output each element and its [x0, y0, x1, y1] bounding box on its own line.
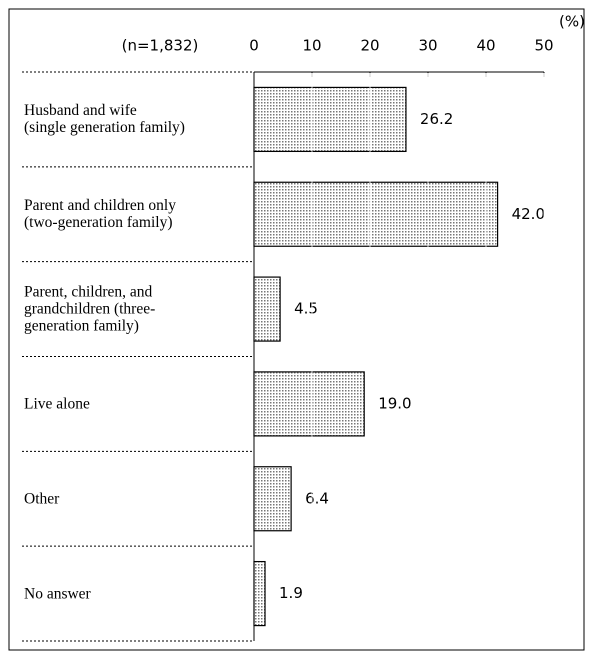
subtitle: (n=1,832)	[122, 37, 199, 55]
bar	[253, 276, 281, 342]
bar	[253, 371, 365, 437]
unit-label: (%)	[559, 13, 585, 31]
category-label: Parent, children, and grandchildren (thr…	[24, 283, 156, 335]
bar	[253, 466, 292, 532]
value-label: 26.2	[420, 110, 453, 128]
value-label: 42.0	[512, 205, 545, 223]
frame	[8, 8, 585, 651]
value-label: 1.9	[279, 584, 303, 602]
category-label: Husband and wife (single generation fami…	[24, 102, 185, 137]
x-tick-label: 50	[534, 37, 553, 55]
value-label: 19.0	[378, 394, 411, 412]
bar	[253, 181, 499, 247]
value-label: 4.5	[294, 300, 318, 318]
category-label: No answer	[24, 585, 91, 603]
x-tick-label: 20	[360, 37, 379, 55]
value-label: 6.4	[305, 489, 329, 507]
x-tick-label: 0	[249, 37, 259, 55]
category-label: Other	[24, 490, 60, 508]
x-tick-label: 40	[476, 37, 495, 55]
x-tick-label: 30	[418, 37, 437, 55]
bar	[253, 560, 266, 627]
bar	[253, 86, 407, 153]
category-label: Parent and children only (two-generation…	[24, 197, 176, 232]
category-label: Live alone	[24, 395, 90, 413]
x-tick-label: 10	[302, 37, 321, 55]
